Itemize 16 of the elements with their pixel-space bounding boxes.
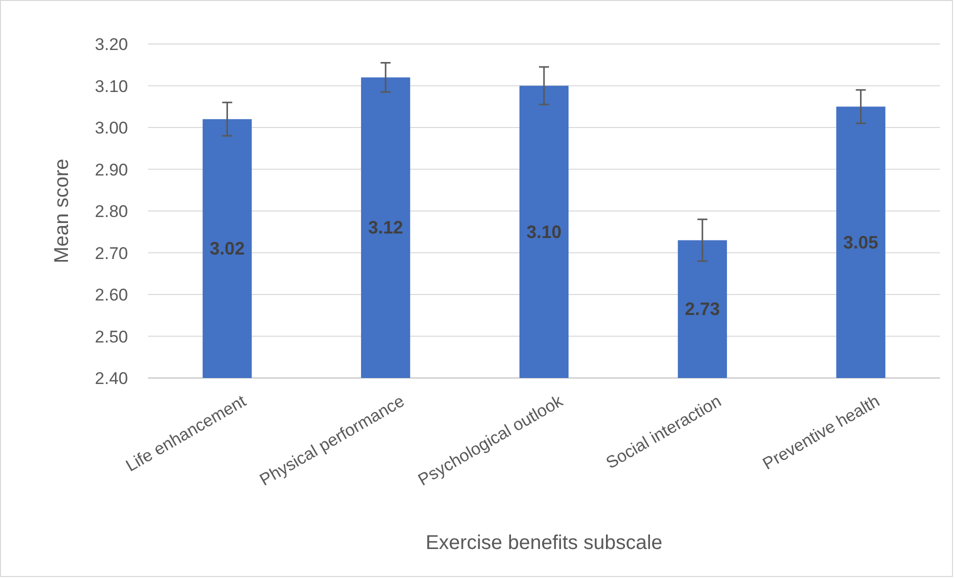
y-tick-label: 3.10 (94, 76, 128, 96)
y-tick-label: 2.70 (94, 244, 128, 263)
y-tick-label: 3.00 (94, 118, 128, 138)
data-label: 2.73 (684, 299, 720, 320)
y-tick-label: 2.60 (94, 286, 128, 304)
y-axis-title: Mean score (51, 158, 73, 264)
data-label: 3.02 (210, 238, 245, 259)
y-tick-label: 3.20 (94, 35, 128, 54)
data-label: 3.12 (368, 218, 404, 238)
y-tick-label: 2.90 (94, 160, 128, 180)
x-axis-title: Exercise benefits subscale (426, 532, 662, 554)
y-tick-label: 2.40 (94, 369, 128, 388)
data-label: 3.10 (526, 222, 562, 242)
data-label: 3.05 (843, 232, 878, 252)
y-tick-label: 2.50 (94, 327, 128, 346)
y-tick-label: 2.80 (94, 202, 128, 221)
